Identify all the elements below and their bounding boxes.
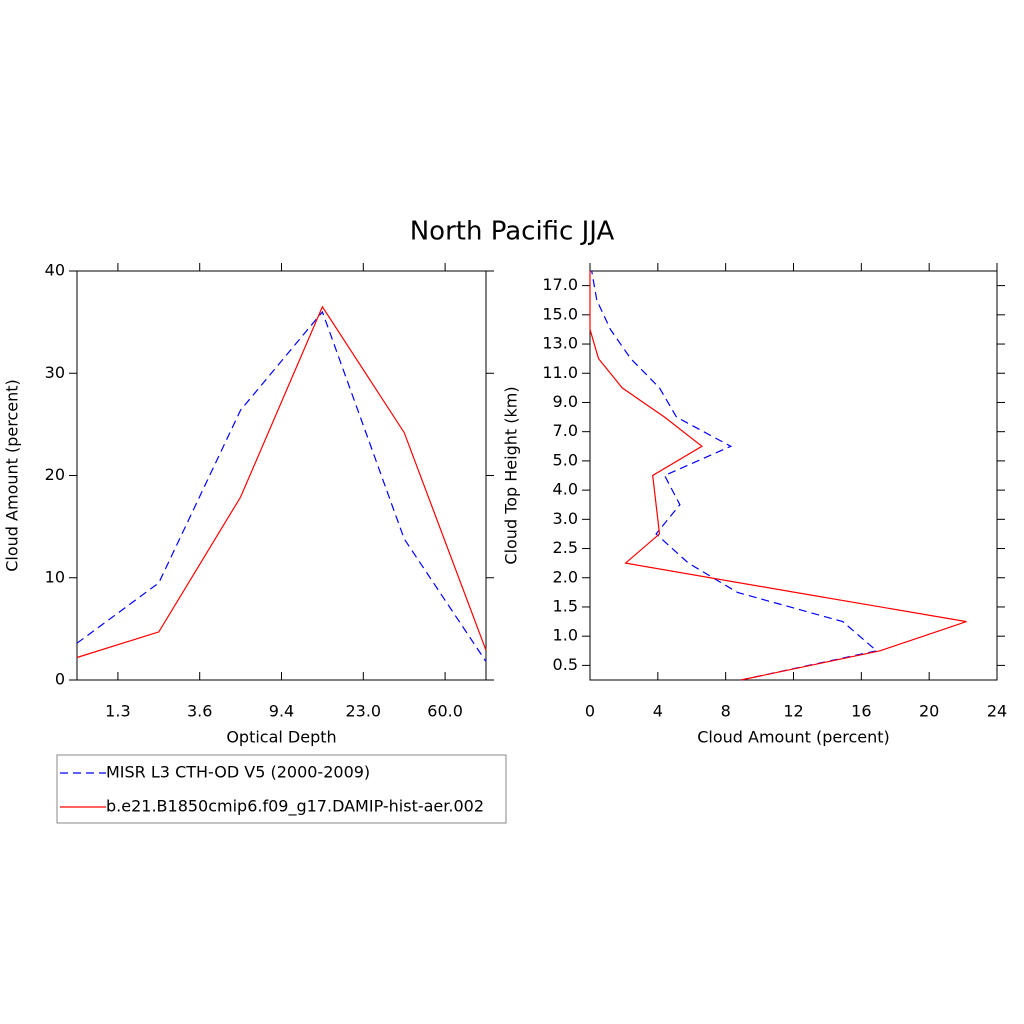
x-axis-title: Optical Depth [226, 728, 336, 747]
x-tick-label: 9.4 [269, 702, 294, 721]
y-tick-label: 1.0 [553, 626, 578, 645]
y-tick-label: 10 [45, 567, 65, 586]
x-tick-label: 23.0 [345, 702, 381, 721]
legend-box [56, 754, 507, 824]
x-tick-label: 4 [653, 702, 663, 721]
y-axis-title: Cloud Top Height (km) [502, 386, 521, 564]
series-line [589, 271, 967, 681]
x-tick-label: 1.3 [105, 702, 130, 721]
x-tick-label: 3.6 [187, 702, 212, 721]
figure-title: North Pacific JJA [410, 217, 615, 247]
x-tick-label: 24 [987, 702, 1007, 721]
y-tick-label: 5.0 [553, 450, 578, 469]
y-tick-label: 15.0 [542, 304, 578, 323]
y-tick-label: 9.0 [553, 392, 578, 411]
plot-frame [76, 270, 487, 681]
x-tick-label: 0 [585, 702, 595, 721]
legend-label: MISR L3 CTH-OD V5 (2000-2009) [106, 763, 370, 782]
x-tick-label: 60.0 [427, 702, 463, 721]
y-tick-label: 13.0 [542, 334, 578, 353]
y-tick-label: 11.0 [542, 363, 578, 382]
series-line [591, 270, 878, 681]
y-axis-title: Cloud Amount (percent) [3, 379, 22, 572]
x-tick-label: 16 [851, 702, 871, 721]
y-tick-label: 2.5 [553, 538, 578, 557]
x-axis-title: Cloud Amount (percent) [697, 728, 890, 747]
y-tick-label: 17.0 [542, 275, 578, 294]
series-line [76, 305, 487, 659]
y-tick-label: 0 [55, 670, 65, 689]
y-tick-label: 2.0 [553, 567, 578, 586]
plot-frame [589, 270, 998, 681]
y-tick-label: 3.0 [553, 509, 578, 528]
y-tick-label: 1.5 [553, 596, 578, 615]
y-tick-label: 40 [45, 261, 65, 280]
y-tick-label: 7.0 [553, 421, 578, 440]
x-tick-label: 20 [919, 702, 939, 721]
legend-label: b.e21.B1850cmip6.f09_g17.DAMIP-hist-aer.… [106, 797, 484, 817]
y-tick-label: 20 [45, 465, 65, 484]
y-tick-label: 0.5 [553, 655, 578, 674]
y-tick-label: 4.0 [553, 480, 578, 499]
x-tick-label: 12 [783, 702, 803, 721]
y-tick-label: 30 [45, 363, 65, 382]
x-tick-label: 8 [721, 702, 731, 721]
series-line [76, 310, 487, 662]
